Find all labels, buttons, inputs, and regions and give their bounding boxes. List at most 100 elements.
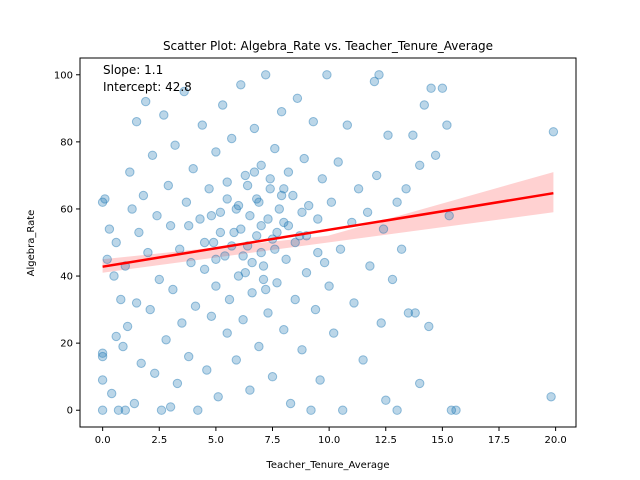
scatter-point — [231, 355, 242, 365]
scatter-point — [408, 130, 418, 140]
chart-title: Scatter Plot: Algebra_Rate vs. Teacher_T… — [163, 39, 493, 53]
scatter-point — [310, 304, 321, 315]
scatter-point — [333, 157, 343, 167]
scatter-point — [263, 308, 273, 318]
scatter-point — [322, 70, 332, 80]
scatter-point — [179, 86, 189, 97]
x-tick-label: 17.5 — [488, 435, 510, 446]
scatter-point — [306, 405, 316, 415]
scatter-point — [442, 120, 452, 130]
scatter-point — [410, 308, 420, 318]
scatter-point — [186, 257, 196, 268]
scatter-point — [387, 274, 398, 285]
scatter-point — [165, 221, 176, 231]
scatter-point — [369, 76, 380, 87]
scatter-point — [238, 315, 248, 325]
scatter-point — [125, 167, 135, 177]
scatter-point — [247, 288, 257, 298]
y-tick-label: 80 — [60, 137, 73, 148]
scatter-point — [252, 194, 262, 204]
scatter-point — [245, 385, 255, 395]
scatter-point — [206, 211, 217, 221]
scatter-point — [199, 237, 210, 248]
scatter-point — [236, 80, 246, 90]
scatter-point — [199, 264, 210, 274]
scatter-point — [426, 83, 436, 93]
scatter-point — [170, 140, 180, 150]
scatter-point — [378, 224, 389, 234]
scatter-point — [276, 190, 287, 201]
scatter-point — [143, 247, 153, 258]
scatter-point — [415, 160, 425, 171]
scatter-point — [195, 214, 205, 224]
scatter-point — [122, 321, 133, 332]
scatter-point — [383, 130, 393, 140]
scatter-point — [249, 123, 260, 134]
scatter-point — [100, 194, 110, 204]
scatter-point — [329, 328, 339, 338]
scatter-point — [304, 200, 314, 211]
scatter-point — [131, 117, 142, 127]
scatter-point — [175, 244, 185, 254]
scatter-point — [154, 274, 165, 285]
scatter-point — [326, 197, 337, 207]
scatter-point — [129, 398, 140, 409]
scatter-point — [281, 254, 291, 264]
x-tick-label: 12.5 — [375, 435, 397, 446]
scatter-point — [249, 167, 260, 177]
scatter-point — [258, 261, 269, 271]
scatter-point — [308, 117, 318, 127]
scatter-point — [184, 221, 194, 231]
scatter-point — [97, 375, 108, 385]
scatter-point — [190, 301, 201, 311]
scatter-point — [184, 351, 194, 362]
scatter-point — [374, 70, 384, 80]
regression-line-layer — [102, 191, 554, 268]
scatter-point — [272, 278, 282, 288]
scatter-point — [301, 268, 312, 278]
scatter-point — [299, 153, 309, 164]
scatter-point — [97, 348, 108, 358]
scatter-point — [211, 254, 221, 264]
scatter-point — [288, 190, 298, 201]
scatter-point — [218, 100, 228, 110]
scatter-point — [220, 251, 230, 261]
x-tick-label: 5.0 — [208, 435, 224, 446]
regression-line — [102, 191, 554, 268]
y-tick-label: 100 — [54, 70, 73, 81]
scatter-point — [254, 341, 264, 352]
scatter-point — [113, 405, 124, 415]
scatter-point — [270, 244, 280, 254]
scatter-point — [272, 227, 282, 238]
scatter-point — [97, 405, 108, 415]
scatter-point — [265, 174, 275, 184]
scatter-point — [161, 335, 171, 345]
scatter-point — [401, 184, 411, 194]
scatter-point — [252, 231, 262, 241]
scatter-point — [349, 298, 359, 308]
scatter-point — [206, 311, 217, 321]
scatter-point — [324, 281, 334, 291]
scatter-point — [290, 294, 300, 305]
scatter-point — [168, 284, 178, 295]
scatter-point — [392, 197, 402, 207]
scatter-point — [297, 207, 307, 218]
scatter-point — [236, 224, 246, 234]
y-tick-label: 60 — [60, 204, 73, 215]
scatter-point — [211, 147, 221, 157]
scatter-point — [372, 170, 382, 181]
x-axis-ticks: 0.0 2.5 5.0 7.5 10.0 12.5 15.0 17.5 20.0 — [95, 427, 567, 446]
scatter-point — [290, 237, 300, 248]
y-tick-label: 0 — [67, 406, 73, 417]
scatter-point — [134, 227, 144, 238]
scatter-point — [279, 325, 289, 335]
scatter-point — [424, 321, 434, 332]
x-tick-label: 2.5 — [151, 435, 167, 446]
scatter-point — [342, 120, 352, 130]
scatter-point — [313, 214, 323, 224]
scatter-point — [247, 257, 257, 268]
scatter-point — [127, 204, 137, 214]
scatter-point — [242, 180, 253, 191]
scatter-point — [188, 164, 198, 174]
scatter-point — [256, 221, 266, 231]
